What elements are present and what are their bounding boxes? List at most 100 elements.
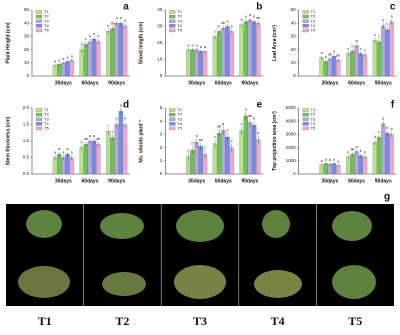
significance-letter: b [124,117,126,121]
significance-letter: a [62,150,64,154]
significance-letter: b [81,140,83,144]
bar [229,31,234,77]
significance-letter: ab [96,137,100,141]
bar [91,38,97,77]
bar [239,24,244,77]
x-tick-label: 60days [82,178,99,184]
significance-letter: a [356,145,358,149]
significance-letter: c [214,135,216,139]
y-tick-label: 5 [160,105,163,110]
bar [61,62,66,77]
legend-swatch [169,24,176,28]
y-tick-label: 2.0 [23,105,30,110]
legend-label: T5 [177,125,182,130]
significance-letter: a [337,160,339,164]
legend-label: T2 [177,14,182,19]
bar [327,164,333,175]
significance-letter: a [66,56,68,60]
legend-label: T3 [177,18,182,23]
photo-caption: T2 [115,314,129,328]
plant-shapes [18,210,376,299]
legend-label: T4 [177,121,182,126]
significance-letter: c [378,34,380,38]
significance-letter: ab [248,114,252,118]
bar [118,111,124,175]
bar [331,163,337,175]
significance-letter: a [245,107,247,111]
significance-letter: b [253,117,255,121]
y-axis-label: Stem thickness (cm) [5,116,11,165]
legend-label: T3 [311,18,316,23]
legend-label: T3 [311,116,316,121]
bar [52,65,58,77]
significance-letter: a [200,45,202,49]
legend-label: T4 [44,23,49,28]
bar [87,140,93,175]
plant [254,270,302,298]
panel-letter: g [384,192,390,203]
significance-letter: c [231,139,233,143]
bar [381,123,386,175]
bar [243,21,248,77]
panel-letter: b [256,2,262,13]
significance-letter: b [364,150,366,154]
bar [372,142,378,175]
y-tick-label: 1 [160,158,163,163]
significance-letter: a [321,51,323,55]
legend-swatch [35,126,43,131]
significance-letter: c [241,122,243,126]
significance-letter: a [356,39,358,43]
significance-letter: a [54,60,56,64]
legend-swatch [35,19,43,23]
significance-letter: c [187,148,189,152]
bar [56,154,62,175]
significance-letter: a [71,54,73,58]
panel-letter: c [390,2,396,13]
photo-caption: T1 [38,314,52,328]
y-tick-label: 0.0 [23,171,30,176]
bar [221,130,226,175]
significance-letter: d [257,131,259,135]
x-tick-label: 90days [108,80,125,86]
significance-letter: a [204,45,206,49]
significance-letter: a [58,58,60,62]
y-tick-label: 50 [24,7,30,12]
y-tick-label: 10 [157,57,163,62]
significance-letter: c [360,47,362,51]
y-tick-label: 3000 [286,132,297,137]
significance-letter: b [89,34,91,38]
significance-letter: a [196,43,198,47]
y-tick-label: 0 [26,73,29,78]
legend-label: T3 [44,116,49,121]
panel-letter: f [391,100,395,111]
bar [96,144,101,175]
bar [362,156,368,175]
bar [122,124,128,175]
significance-letter: a [191,43,193,47]
significance-letter: ab [111,21,115,25]
bar [358,53,363,77]
significance-letter: a [245,15,247,19]
bar [122,25,128,77]
legend-swatch [35,122,43,126]
bar [376,136,382,175]
significance-letter: b [347,150,349,154]
significance-letter: a [62,57,64,61]
legend-swatch [169,126,176,131]
legend-swatch [302,14,309,19]
x-tick-label: 60days [82,80,99,86]
significance-letter: b [351,44,353,48]
legend-swatch [35,24,43,28]
significance-letter: a [391,15,393,19]
legend-label: T5 [44,125,49,130]
legend-swatch [169,112,176,117]
y-tick-label: 1.5 [23,122,30,127]
significance-letter: a [93,134,95,138]
bar [323,61,328,77]
significance-letter: c [214,29,216,33]
legend-swatch [302,122,309,126]
bar [350,50,355,77]
